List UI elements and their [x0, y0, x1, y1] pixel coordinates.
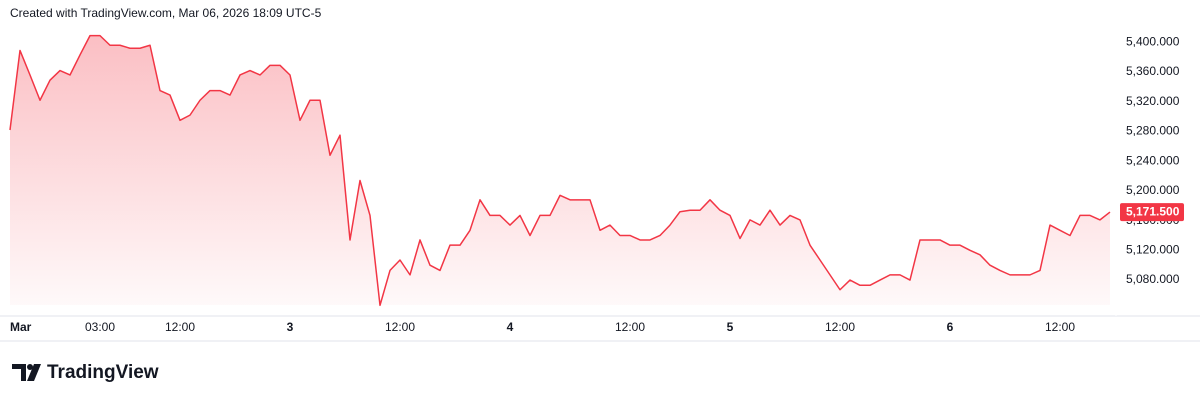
x-tick-label: 4: [507, 320, 514, 334]
x-tick-label: 3: [287, 320, 294, 334]
price-tag: [1120, 203, 1184, 222]
area-fill: [10, 35, 1110, 306]
y-tick-label: 5,400.000: [1126, 34, 1180, 48]
y-tick-label: 5,080.000: [1126, 272, 1180, 286]
y-tick-label: 5,320.000: [1126, 94, 1180, 108]
y-tick-label: 5,120.000: [1126, 243, 1180, 257]
brand-logo: [12, 364, 41, 381]
x-tick-label: Mar: [10, 320, 32, 334]
x-tick-label: 12:00: [615, 320, 645, 334]
y-tick-label: 5,280.000: [1126, 124, 1180, 138]
x-tick-label: 12:00: [825, 320, 855, 334]
x-tick-label: 12:00: [385, 320, 415, 334]
y-tick-label: 5,200.000: [1126, 183, 1180, 197]
price-line: [9, 34, 1111, 307]
x-tick-label: 12:00: [1045, 320, 1075, 334]
header-text: Created with TradingView.com, Mar 06, 20…: [10, 6, 322, 20]
price-tag-label: 5,171.500: [1126, 204, 1180, 218]
y-tick-label: 5,360.000: [1126, 64, 1180, 78]
y-tick-label: 5,240.000: [1126, 153, 1180, 167]
x-tick-label: 5: [727, 320, 734, 334]
x-tick-label: 6: [947, 320, 954, 334]
x-tick-label: 12:00: [165, 320, 195, 334]
brand-name: TradingView: [47, 362, 159, 383]
x-tick-label: 03:00: [85, 320, 115, 334]
